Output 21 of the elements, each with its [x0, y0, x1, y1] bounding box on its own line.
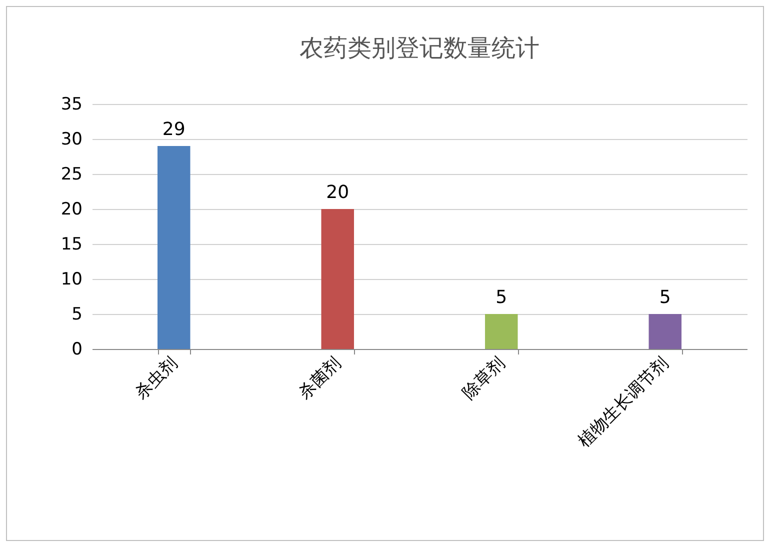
- y-tick-label: 35: [60, 94, 82, 114]
- bar: [485, 314, 518, 349]
- data-label: 20: [326, 182, 350, 203]
- y-tick-label: 0: [72, 340, 82, 360]
- y-tick-label: 20: [60, 200, 82, 220]
- bar: [648, 314, 682, 349]
- y-tick-label: 15: [60, 234, 82, 254]
- chart-title: 农药类别登记数量统计: [300, 34, 540, 62]
- y-tick-label: 10: [60, 270, 82, 290]
- y-tick-label: 5: [72, 304, 82, 324]
- data-label: 5: [496, 287, 508, 308]
- bar: [158, 146, 190, 349]
- y-tick-label: 30: [60, 130, 82, 150]
- x-tick-label: 植物生长调节剂: [574, 353, 673, 452]
- data-label: 5: [659, 287, 671, 308]
- y-tick-label: 25: [60, 164, 82, 184]
- x-tick-label: 杀菌剂: [294, 353, 346, 404]
- x-tick-label: 杀虫剂: [131, 353, 182, 404]
- bar: [321, 209, 354, 349]
- data-label: 29: [162, 119, 186, 140]
- x-tick-label: 除草剂: [458, 353, 509, 404]
